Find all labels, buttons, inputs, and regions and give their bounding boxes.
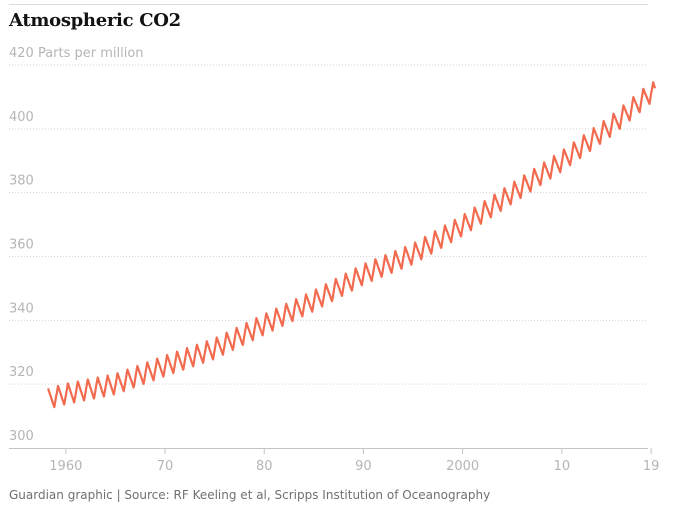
x-tick-label: 70	[157, 459, 174, 474]
top-rule	[9, 4, 648, 5]
source-note: Guardian graphic | Source: RF Keeling et…	[9, 488, 491, 502]
x-tick-label: 2000	[446, 459, 479, 474]
x-tick-label: 1960	[49, 459, 82, 474]
x-tick-label: 19	[643, 459, 660, 474]
x-axis-ticks: 1960 70 80 90 2000 10 19	[49, 448, 659, 474]
chart-title: Atmospheric CO2	[9, 10, 181, 31]
y-tick-label: 320	[9, 365, 34, 380]
x-tick-label: 10	[554, 459, 571, 474]
y-tick-label: 360	[9, 238, 34, 253]
co2-series-line	[47, 81, 657, 409]
y-tick-label: 400	[9, 110, 34, 125]
gridlines	[9, 64, 648, 385]
x-tick-label: 90	[355, 459, 372, 474]
y-tick-label: 380	[9, 174, 34, 189]
y-tick-label: 340	[9, 301, 34, 316]
y-tick-label: 420 Parts per million	[9, 46, 144, 61]
y-tick-label: 300	[9, 429, 34, 444]
x-tick-label: 80	[256, 459, 273, 474]
y-axis-ticks: 300 320 340 360 380 400 420 Parts per million	[9, 46, 144, 444]
